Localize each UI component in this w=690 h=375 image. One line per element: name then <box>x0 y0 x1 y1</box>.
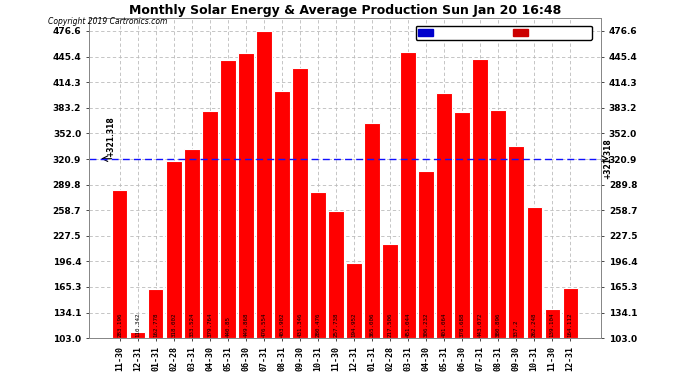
Text: 217.506: 217.506 <box>388 312 393 337</box>
Bar <box>473 58 488 338</box>
Text: Copyright 2019 Cartronics.com: Copyright 2019 Cartronics.com <box>48 17 168 26</box>
Bar <box>220 60 235 338</box>
Bar <box>544 309 560 338</box>
Text: 440.85: 440.85 <box>226 316 230 337</box>
Text: 162.778: 162.778 <box>153 312 158 337</box>
Text: +321.318: +321.318 <box>604 138 613 179</box>
Text: 443.072: 443.072 <box>477 312 482 337</box>
Text: 379.764: 379.764 <box>208 312 213 337</box>
Text: 337.2: 337.2 <box>513 320 519 337</box>
Bar <box>166 161 181 338</box>
Text: 333.524: 333.524 <box>189 312 195 337</box>
Text: 401.064: 401.064 <box>442 312 446 337</box>
Bar <box>202 111 217 338</box>
Legend: Average  (kWh), Daily  (kWh): Average (kWh), Daily (kWh) <box>415 26 592 40</box>
Title: Monthly Solar Energy & Average Production Sun Jan 20 16:48: Monthly Solar Energy & Average Productio… <box>129 4 561 17</box>
Bar <box>382 244 397 338</box>
Bar <box>509 146 524 338</box>
Bar <box>310 192 326 338</box>
Text: 451.044: 451.044 <box>406 312 411 337</box>
Bar <box>455 111 470 338</box>
Bar <box>238 53 253 338</box>
Text: +321.318: +321.318 <box>106 116 115 157</box>
Bar <box>400 52 415 338</box>
Text: 380.896: 380.896 <box>495 312 501 337</box>
Bar <box>130 332 146 338</box>
Text: 257.738: 257.738 <box>333 312 339 337</box>
Text: 365.006: 365.006 <box>370 312 375 337</box>
Text: 378.688: 378.688 <box>460 312 464 337</box>
Bar <box>346 262 362 338</box>
Text: 262.248: 262.248 <box>532 312 537 337</box>
Text: 139.104: 139.104 <box>550 312 555 337</box>
Text: 194.952: 194.952 <box>351 312 357 337</box>
Bar <box>148 289 164 338</box>
Bar <box>562 288 578 338</box>
Text: 164.112: 164.112 <box>568 312 573 337</box>
Text: 449.868: 449.868 <box>244 312 248 337</box>
Bar <box>437 93 452 338</box>
Text: 318.002: 318.002 <box>171 312 177 337</box>
Text: 476.554: 476.554 <box>262 312 266 337</box>
Text: 431.346: 431.346 <box>297 312 302 337</box>
Bar <box>328 211 344 338</box>
Bar <box>491 110 506 338</box>
Text: 280.476: 280.476 <box>315 312 320 337</box>
Bar <box>364 123 380 338</box>
Bar <box>184 148 199 338</box>
Bar <box>256 31 272 338</box>
Text: 403.902: 403.902 <box>279 312 284 337</box>
Text: 110.342: 110.342 <box>135 312 140 337</box>
Bar <box>112 190 128 338</box>
Bar <box>275 91 290 338</box>
Bar <box>418 171 434 338</box>
Text: 283.196: 283.196 <box>117 312 122 337</box>
Bar <box>293 68 308 338</box>
Text: 306.232: 306.232 <box>424 312 428 337</box>
Bar <box>526 207 542 338</box>
